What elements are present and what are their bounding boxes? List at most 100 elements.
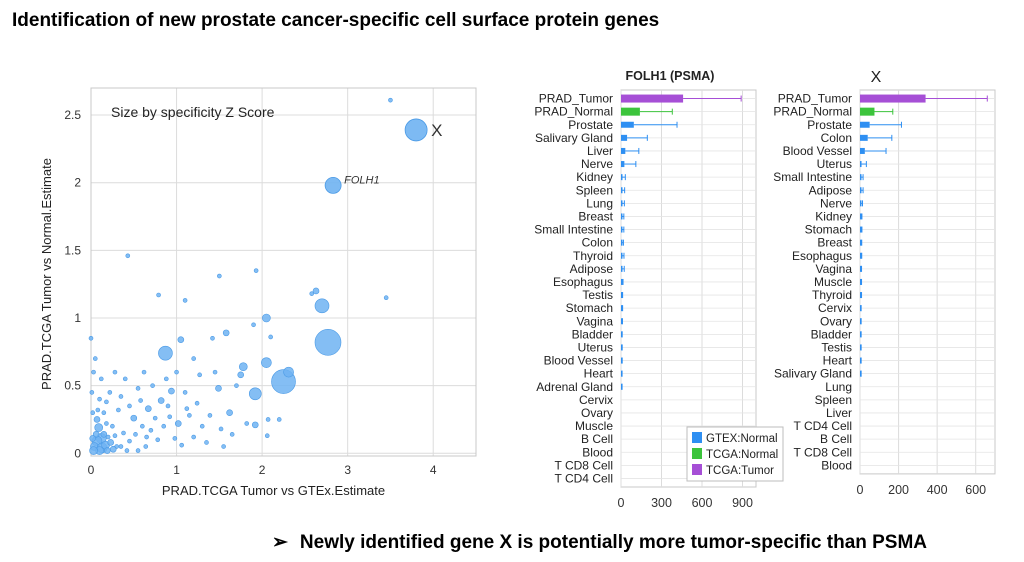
scatter-point [283,366,294,378]
scatter-point [248,387,262,401]
bar-category-label: Adipose [570,262,614,276]
bar-xtick-label: 900 [732,496,753,510]
bar-category-label: T CD4 Cell [555,471,613,485]
scatter-point [217,273,222,279]
scatter-xtick-label: 0 [88,463,95,477]
scatter-point [199,423,205,429]
bar-category-label: Lung [825,380,852,394]
scatter-point [89,390,95,395]
scatter-point [234,383,239,388]
bar-category-label: Thyroid [812,288,852,302]
scatter-point [161,423,167,429]
scatter-point [182,298,188,303]
scatter-point [156,292,161,298]
scatter-point [167,414,173,420]
scatter-point [238,362,248,372]
bar-legend: GTEX:Normal TCGA:Normal TCGA:Tumor [686,426,784,482]
bar-category-label: Salivary Gland [774,367,852,381]
scatter-point [215,385,222,392]
legend-box [686,426,784,482]
scatter-point [89,446,98,455]
scatter-point [103,447,111,454]
scatter-xtick-label: 3 [344,463,351,477]
scatter-point [127,403,132,409]
bar-category-label: Vagina [816,262,853,276]
scatter-annotation: Size by specificity Z Score [111,104,275,120]
bar-category-label: PRAD_Normal [773,105,852,119]
scatter-point [89,435,97,442]
bar-category-label: PRAD_Tumor [778,92,852,106]
bar-category-label: Small Intestine [773,170,852,184]
bar-category-label: Nerve [820,196,852,210]
bar [860,161,862,168]
scatter-point [95,407,101,413]
scatter-point [122,376,128,382]
bar-xtick-label: 600 [692,496,713,510]
bar-category-label: Blood Vessel [783,144,852,158]
scatter-point [155,437,161,443]
legend-swatch [692,464,702,475]
bar-category-label: Esophagus [792,249,852,263]
bar-category-label: PRAD_Normal [534,105,613,119]
bar [621,187,623,194]
scatter-point [92,356,98,361]
scatter-point [314,298,330,314]
bar-category-label: Spleen [576,183,613,197]
bar-category-label: Testis [821,340,852,354]
bar-category-label: Bladder [811,327,852,341]
scatter-point [207,413,213,418]
scatter-point [135,386,141,391]
scatter-point [165,403,171,409]
scatter-point [143,444,149,449]
bar [860,147,865,154]
bar-category-label: T CD8 Cell [555,458,613,472]
scatter-point [204,440,209,445]
conclusion-text: Newly identified gene X is potentially m… [299,532,928,553]
bar-category-label: Spleen [815,393,852,407]
bar [621,174,623,181]
scatter-point-labeled [324,177,342,194]
bar [860,187,862,194]
scatter-point [251,421,259,429]
bar-category-label: Ovary [820,314,852,328]
scatter-point [174,369,179,375]
bar-xtick-label: 200 [888,483,909,497]
scatter-point [141,369,147,375]
bar-xtick-label: 300 [651,496,672,510]
conclusion-note: ➢ Newly identified gene X is potentially … [272,531,927,554]
scatter-point [150,383,155,388]
scatter-point [140,423,145,429]
scatter-point [158,345,173,361]
scatter-point [262,313,271,323]
scatter-point [148,427,154,433]
scatter-xtick-label: 2 [259,463,266,477]
scatter-point [152,415,158,421]
scatter-point [388,97,393,103]
scatter-point [191,356,196,361]
scatter-point [187,413,192,418]
scatter-point [184,406,190,411]
scatter-ytick-label: 1 [74,311,81,325]
scatter-point [107,390,113,395]
scatter-point [172,436,178,441]
bar-category-label: Blood [582,445,613,459]
legend-swatch [692,448,702,459]
bar [621,213,623,220]
scatter-point [264,433,270,439]
scatter-point-label: FOLH1 [344,174,379,186]
bar-xtick-label: 600 [965,483,986,497]
bar-category-label: Prostate [807,118,852,132]
scatter-point [121,430,126,436]
bar [860,226,862,233]
bar-category-label: Heart [823,354,853,368]
scatter-point [118,444,124,449]
bar-chart-x: 0 200 400 600 X PRAD_TumorPRAD_NormalProstate… [773,69,996,497]
bar-chart-title: FOLH1 (PSMA) [626,69,715,83]
bar-category-label: Ovary [581,406,613,420]
scatter-point [251,322,256,328]
bar [860,200,862,207]
scatter-point [93,416,101,423]
bar-category-label: Salivary Gland [535,131,613,145]
scatter-point [90,410,96,416]
bar-category-label: Cervix [818,301,852,315]
